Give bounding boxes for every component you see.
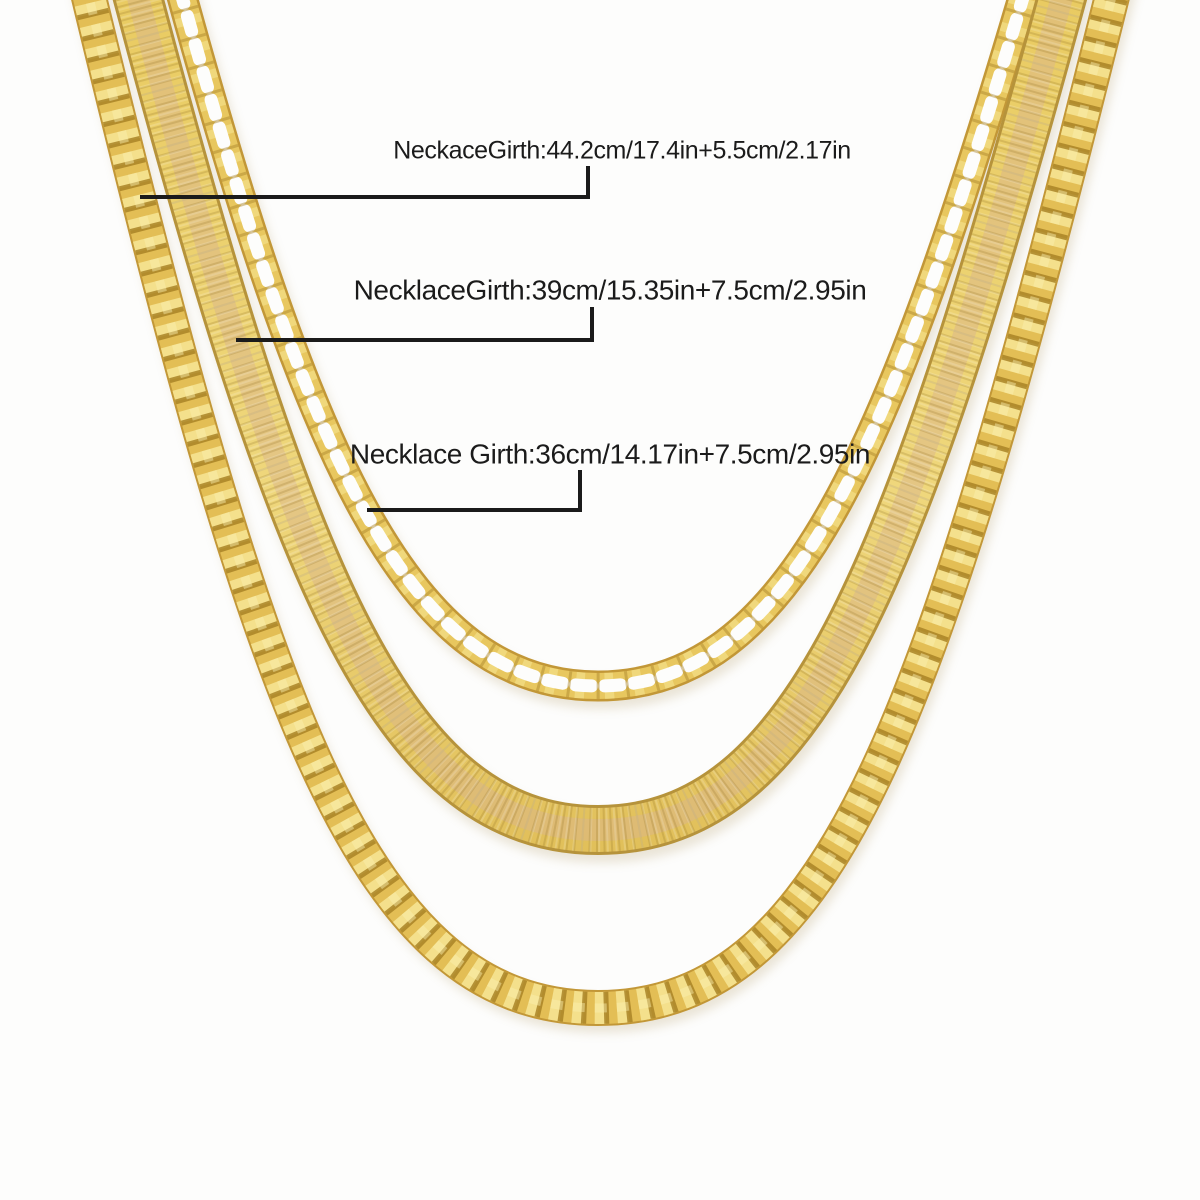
annotation-leader-lines (140, 166, 594, 512)
measurement-label-curb-chain: Necklace Girth:36cm/14.17in+7.5cm/2.95in (349, 438, 871, 470)
measurement-label-herringbone-chain: NecklaceGirth:39cm/15.35in+7.5cm/2.95in (353, 274, 867, 306)
leader-line-rope (140, 166, 590, 199)
leader-line-herringbone (236, 307, 594, 342)
curb-chain-image (166, 0, 1039, 702)
leader-line-curb (367, 470, 582, 512)
rope-chain-image (71, 0, 1130, 1027)
measurement-label-rope-chain: NeckaceGirth:44.2cm/17.4in+5.5cm/2.17in (393, 136, 851, 165)
herringbone-chain-image (112, 0, 1088, 856)
